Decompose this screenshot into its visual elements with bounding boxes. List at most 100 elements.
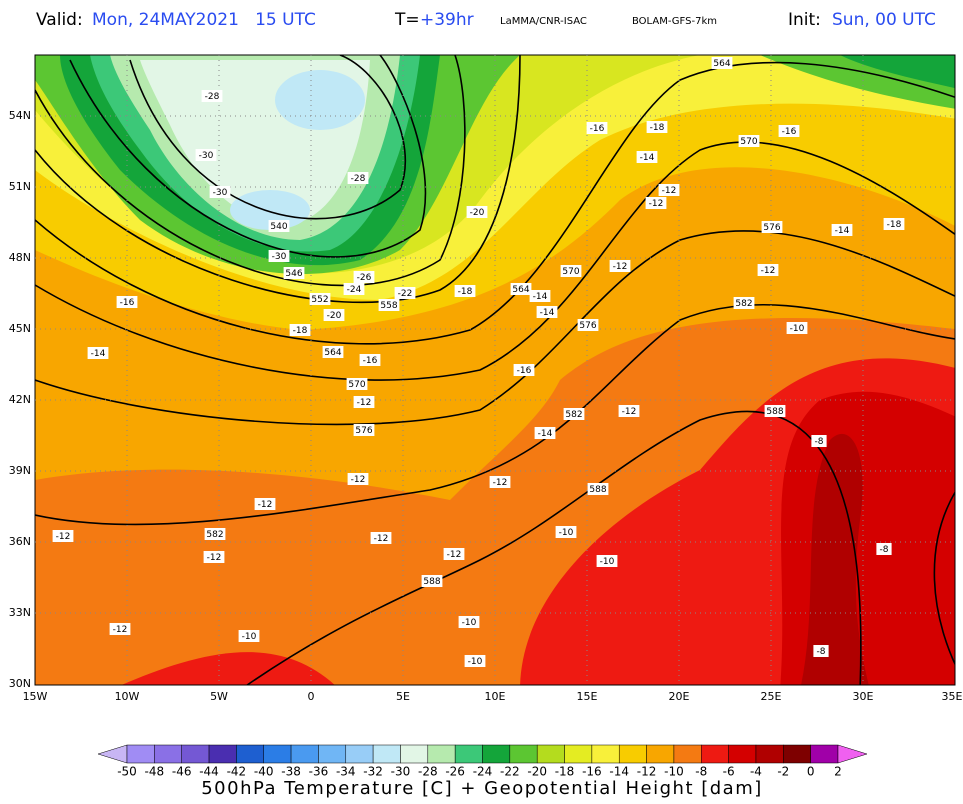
colorbar-label: -24 (473, 765, 493, 779)
lat-label: 51N (9, 180, 31, 193)
colorbar-over (837, 744, 868, 764)
height-label: 582 (206, 530, 223, 540)
height-label: 582 (735, 299, 752, 309)
temperature-label: -12 (207, 553, 222, 563)
label-box (87, 347, 109, 359)
colorbar-label: -28 (418, 765, 438, 779)
temperature-label: -12 (56, 532, 71, 542)
lat-label: 33N (9, 606, 31, 619)
lat-label: 39N (9, 464, 31, 477)
valid-value: Mon, 24MAY2021 15 UTC (92, 10, 316, 30)
label-box (454, 285, 476, 297)
contour (35, 55, 521, 304)
label-box (203, 551, 225, 563)
label-box (466, 206, 488, 218)
label-box (443, 548, 465, 560)
temperature-label: -14 (835, 226, 850, 236)
label-box (786, 322, 808, 334)
colorbar-label: -22 (500, 765, 520, 779)
colorbar-box (701, 744, 729, 764)
temperature-label: -12 (649, 199, 664, 209)
temperature-label: -16 (120, 298, 135, 308)
temperature-label: -30 (199, 151, 214, 161)
contour (35, 55, 466, 287)
colorbar-box (783, 744, 811, 764)
label-box (322, 346, 344, 358)
temperature-label: -12 (447, 550, 462, 560)
contour (35, 141, 955, 381)
label-box (510, 283, 532, 295)
contour (35, 61, 955, 345)
colorbar-box (755, 744, 784, 764)
colorbar-box (400, 744, 429, 764)
label-box (201, 90, 223, 102)
colorbar-box (126, 744, 155, 764)
height-label: 576 (763, 223, 780, 233)
height-label: 588 (423, 577, 440, 587)
temperature-label: -24 (347, 285, 362, 295)
label-box (577, 319, 599, 331)
label-box (268, 220, 290, 232)
colorbar-box (454, 744, 483, 764)
field (840, 55, 955, 89)
colorbar-box (318, 744, 347, 764)
colorbar-label: -38 (281, 765, 301, 779)
lon-label: 10E (485, 690, 506, 703)
label-box (811, 435, 827, 447)
label-box (238, 630, 260, 642)
height-label: 588 (766, 407, 783, 417)
temperature-label: -12 (113, 625, 128, 635)
colorbar-box (263, 744, 292, 764)
label-box (346, 378, 368, 390)
temperature-label: -8 (815, 437, 824, 447)
colorbar-box (236, 744, 264, 764)
label-box (534, 427, 556, 439)
lon-label: 15E (577, 690, 598, 703)
colorbar-label: -32 (363, 765, 383, 779)
lat-label: 48N (9, 251, 31, 264)
label-box (370, 532, 392, 544)
label-box (323, 309, 345, 321)
label-box (458, 616, 480, 628)
colorbar-box (509, 744, 538, 764)
height-label: 552 (311, 295, 328, 305)
label-box (876, 543, 892, 555)
height-label: 570 (562, 267, 579, 277)
label-box (52, 530, 74, 542)
map-fields (35, 55, 955, 685)
label-box (353, 424, 375, 436)
colorbar-label: -46 (172, 765, 192, 779)
contour (69, 55, 427, 258)
temperature-label: -10 (790, 324, 805, 334)
label-box (738, 135, 760, 147)
contour (35, 230, 955, 426)
t-value: +39hr (420, 10, 474, 30)
colorbar-label: -48 (145, 765, 165, 779)
temperature-label: -8 (817, 647, 826, 657)
label-box (761, 221, 783, 233)
colorbar-box (181, 744, 210, 764)
colorbar-label: -2 (777, 765, 789, 779)
label-box (378, 299, 400, 311)
colorbar-box (591, 744, 620, 764)
label-box (353, 396, 375, 408)
colorbar-box (427, 744, 456, 764)
temperature-label: -10 (468, 657, 483, 667)
lon-label: 30E (853, 690, 874, 703)
height-label: 540 (270, 222, 287, 232)
field (800, 434, 869, 685)
lat-label: 42N (9, 393, 31, 406)
lat-label: 36N (9, 535, 31, 548)
lon-label: 5W (210, 690, 228, 703)
label-box (195, 149, 217, 161)
temperature-label: -30 (272, 252, 287, 262)
label-box (268, 250, 290, 262)
colorbar-label: -16 (582, 765, 602, 779)
height-label: 558 (380, 301, 397, 311)
label-box (209, 186, 231, 198)
label-box (116, 296, 138, 308)
colorbar-caption: 500hPa Temperature [C] + Geopotential He… (201, 778, 763, 799)
temperature-label: -20 (327, 311, 342, 321)
temperature-label: -12 (493, 478, 508, 488)
